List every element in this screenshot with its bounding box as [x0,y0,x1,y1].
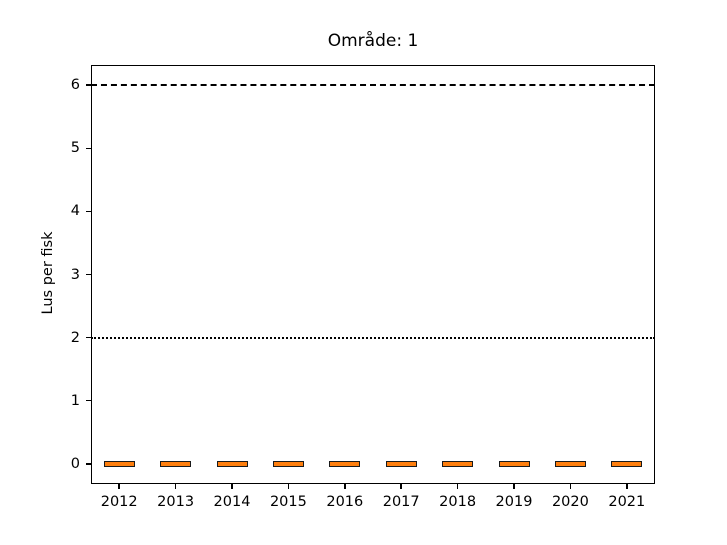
x-tick [626,484,628,489]
x-tick [174,484,177,489]
boxplot-box [103,460,135,467]
x-tick-label: 2013 [157,494,195,510]
boxplot-box [272,460,304,467]
y-tick-label: 6 [70,77,80,94]
x-tick-label: 2015 [269,494,307,510]
boxplot-box [216,460,248,467]
y-tick [86,210,91,213]
y-tick-label: 4 [70,203,80,220]
chart-title: Område: 1 [327,31,419,51]
x-tick [287,484,290,489]
x-tick [400,484,402,489]
x-tick-label: 2018 [439,494,477,510]
y-tick-label: 2 [70,329,80,346]
x-tick-label: 2021 [608,494,646,510]
y-tick-label: 3 [70,266,80,283]
y-tick [86,147,91,150]
reference-line-dotted [91,336,655,339]
boxplot-box [329,460,361,467]
y-tick [86,336,91,339]
reference-line-dashed [91,84,655,87]
boxplot-box [385,460,417,467]
x-tick [231,484,233,489]
x-tick [118,484,120,489]
boxplot-box [442,460,474,467]
x-tick [569,484,572,489]
y-tick-label: 1 [70,392,80,409]
x-tick-label: 2016 [326,494,364,510]
boxplot-box [160,460,192,467]
x-tick-label: 2017 [382,494,420,510]
y-tick-label: 0 [70,455,80,472]
plot-area [91,65,655,484]
x-tick [456,484,459,489]
boxplot-box [554,460,586,467]
y-tick [86,84,91,86]
x-tick-label: 2019 [495,494,533,510]
boxplot-box [498,460,530,467]
boxplot-box [611,460,643,467]
x-tick-label: 2014 [213,494,251,510]
x-tick-label: 2020 [551,494,589,510]
y-tick [86,273,91,276]
x-tick [344,484,346,489]
y-tick [86,399,91,402]
y-tick [86,463,91,465]
x-tick-label: 2012 [100,494,138,510]
x-tick [513,484,515,489]
y-tick-label: 5 [70,140,80,157]
